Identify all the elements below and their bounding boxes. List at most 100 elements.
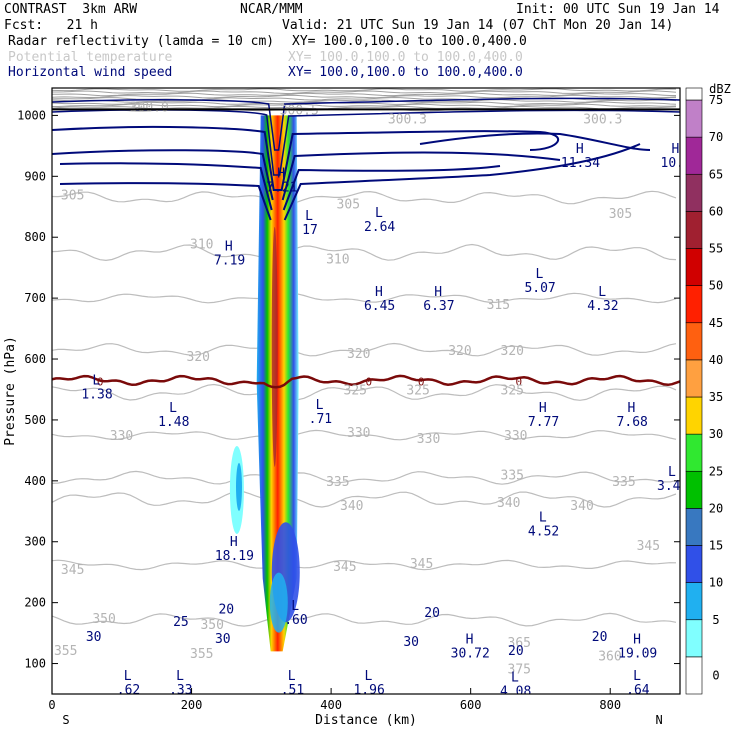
wind-contour-20 <box>59 143 641 221</box>
x-tick-label: 400 <box>320 698 342 712</box>
theta-label: 340 <box>570 499 593 514</box>
field-wind-xy: XY= 100.0,100.0 to 100.0,400.0 <box>288 65 523 80</box>
wind-extremum-low: L <box>668 465 676 480</box>
colorbar-swatch <box>685 211 703 249</box>
theta-label: 310 <box>326 253 349 268</box>
colorbar-label: 0 <box>712 668 719 682</box>
y-tick-label: 500 <box>24 413 46 427</box>
colorbar-swatch <box>685 99 703 138</box>
theta-label: 315 <box>487 298 510 313</box>
wind-extremum-value: .64 <box>626 683 650 698</box>
wind-extremum-value: .33 <box>169 683 192 698</box>
wind-extremum-low: L <box>169 401 177 416</box>
theta-contour-305 <box>52 190 677 205</box>
wind-extremum-high: H <box>672 142 680 157</box>
theta-label: 375 <box>508 662 531 677</box>
wind-extremum-low: L <box>291 599 299 614</box>
wind-extremum-low: L <box>535 267 543 282</box>
freezing-level: 0 0 0 0 <box>52 374 680 389</box>
theta-label: 300.3 <box>583 112 622 127</box>
theta-contour-315 <box>52 292 677 304</box>
wind-extremum-high: H <box>230 535 238 550</box>
theta-label: 305 <box>337 198 360 213</box>
wind-extremum-value: 1.96 <box>353 683 384 698</box>
x-end-south: S <box>62 713 69 727</box>
wind-extremum-high: H <box>628 401 636 416</box>
colorbar-label: 15 <box>709 539 723 553</box>
y-tick-label: 800 <box>24 230 46 244</box>
strat-theta-line <box>52 90 677 95</box>
colorbar-label: 65 <box>709 167 723 181</box>
theta-label: 345 <box>410 557 433 572</box>
theta-label: 320 <box>501 344 524 359</box>
theta-label: 325 <box>406 383 429 398</box>
theta-label: 330 <box>417 432 440 447</box>
theta-label: 330 <box>504 429 527 444</box>
colorbar-swatch <box>685 396 703 435</box>
convective-cell <box>229 115 300 652</box>
theta-label: 300.0 <box>130 100 169 115</box>
theta-contour-335 <box>52 470 677 485</box>
wind-extremum-low: L <box>176 669 184 684</box>
wind-extremum-value: 1.38 <box>81 387 112 402</box>
theta-label: 305 <box>609 207 632 222</box>
theta-label: 345 <box>333 560 356 575</box>
wind-contour-label: 20 <box>218 603 234 618</box>
y-tick-label: 700 <box>24 291 46 305</box>
colorbar-title: dBZ <box>709 82 731 96</box>
wind-contour-label: 25 <box>173 615 189 630</box>
colorbar-label: 70 <box>709 130 723 144</box>
wind-extremum-high: H <box>633 632 641 647</box>
colorbar-swatch <box>685 322 703 361</box>
strat-theta-line <box>52 94 677 99</box>
theta-contour-325 <box>52 383 677 401</box>
wind-extremum-low: L <box>511 671 519 686</box>
reflectivity-echo-core <box>236 462 243 511</box>
theta-label: 360 <box>598 650 621 665</box>
colorbar-label: 40 <box>709 353 723 367</box>
wind-extremum-value: 2.64 <box>364 220 395 235</box>
wind-extremum-low: L <box>364 669 372 684</box>
wind-extremum-high: H <box>225 239 233 254</box>
reflectivity-max <box>271 226 278 467</box>
wind-extremum-value: 5.07 <box>524 281 555 296</box>
theta-label: 350 <box>92 612 115 627</box>
strat-theta-line <box>52 103 677 108</box>
contour-labels: 300.0 300.5 300.3 300.3 305 305 305 310 310 315 32… <box>54 100 680 698</box>
y-tick-label: 300 <box>24 535 46 549</box>
wind-contour-label: 20 <box>508 644 524 659</box>
wind-extremum-value: 6.37 <box>423 299 454 314</box>
theta-contour-345 <box>52 559 677 571</box>
wind-extremum-high: H <box>434 285 442 300</box>
wind-extremum-low: L <box>92 373 100 388</box>
colorbar-label: 30 <box>709 427 723 441</box>
colorbar-label: 10 <box>709 576 723 590</box>
wind-extremum-value: .71 <box>309 412 332 427</box>
x-tick-label: 200 <box>181 698 203 712</box>
wind-speed-contours <box>52 97 680 221</box>
field-theta-name: Potential temperature <box>8 50 173 65</box>
freezing-level-line <box>52 374 680 389</box>
wind-contour-upper <box>52 97 680 151</box>
init-time: Init: 00 UTC Sun 19 Jan 14 <box>516 2 720 17</box>
theta-label: 325 <box>501 383 524 398</box>
wind-extremum-value: 7.21 <box>266 180 297 195</box>
wind-contour-25 <box>59 162 501 211</box>
wind-extremum-value: 4.32 <box>587 299 618 314</box>
wind-contour-20 <box>419 132 651 151</box>
colorbar-label: 20 <box>709 501 723 515</box>
colorbar-swatch <box>685 619 703 658</box>
wind-contour-30 <box>52 125 560 191</box>
colorbar-swatch <box>685 173 703 212</box>
wind-extremum-value: 18.19 <box>215 549 254 564</box>
theta-label: 340 <box>497 496 520 511</box>
wind-extremum-value: .62 <box>117 683 140 698</box>
theta-label: 310 <box>190 237 213 252</box>
theta-label: 355 <box>54 644 77 659</box>
colorbar-label: 60 <box>709 204 723 218</box>
wind-extremum-high: H <box>576 142 584 157</box>
colorbar-label: 5 <box>712 613 719 627</box>
theta-label: 335 <box>612 475 635 490</box>
wind-contour-label: 20 <box>424 606 440 621</box>
plot-frame <box>51 87 681 695</box>
